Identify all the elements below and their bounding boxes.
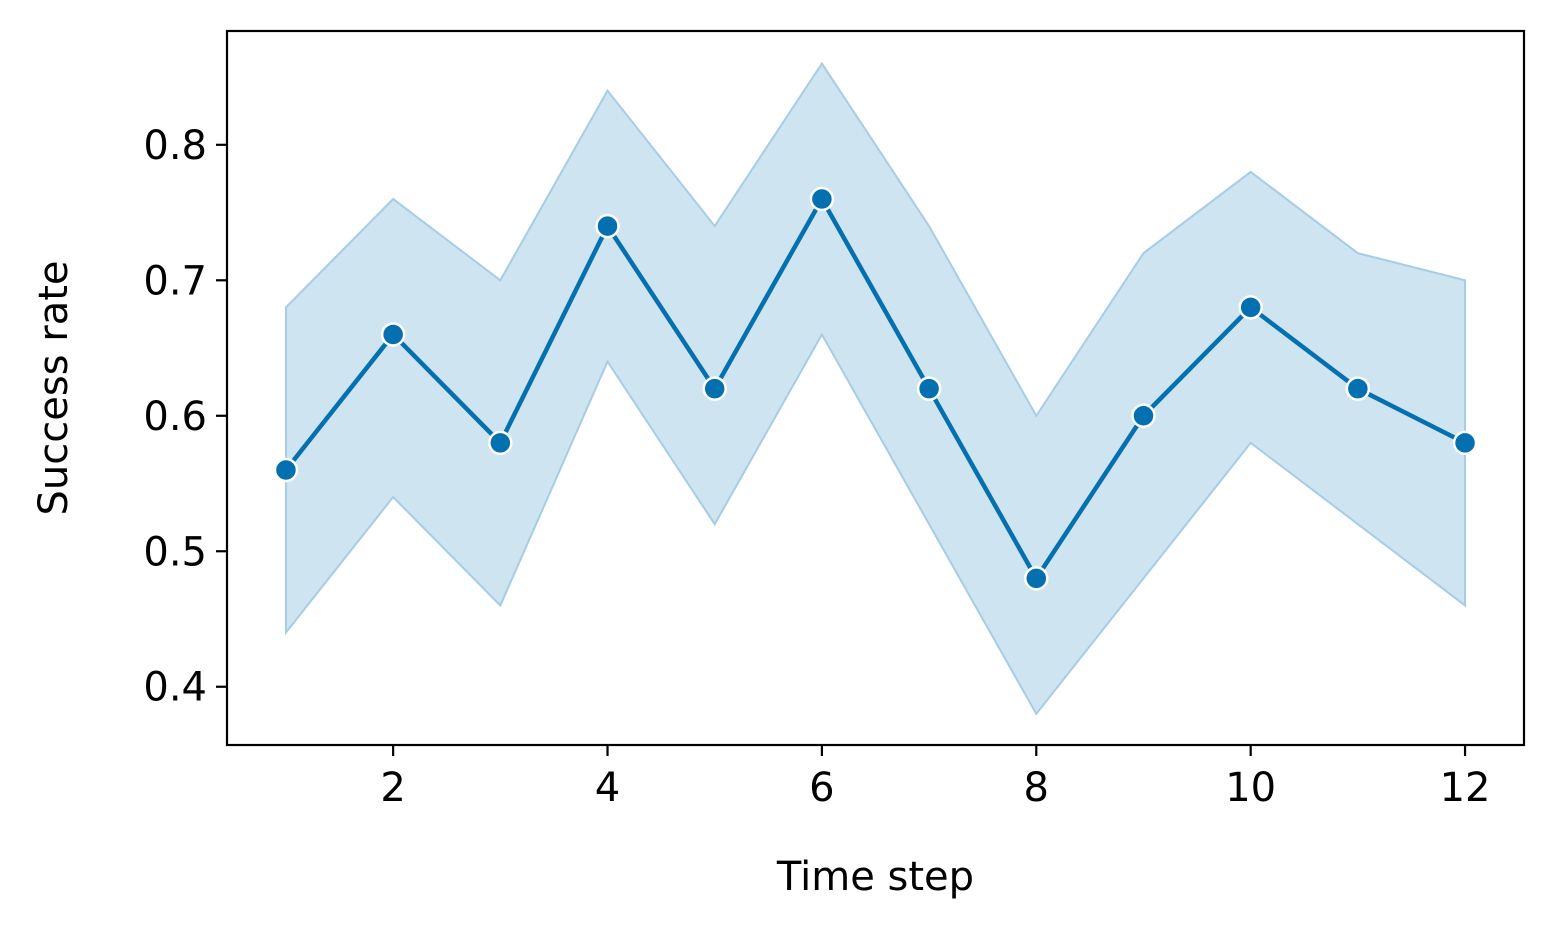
x-axis-label: Time step: [776, 854, 974, 900]
data-point: [702, 376, 727, 401]
y-axis: 0.4 0.5 0.6 0.7 0.8: [143, 123, 227, 711]
confidence-band: [284, 61, 1467, 716]
axes-frame: [225, 29, 1526, 747]
series-line: [284, 196, 1467, 581]
y-tick-label: 0.4: [143, 665, 207, 711]
y-tick-label: 0.7: [143, 258, 207, 304]
plot-area: [273, 61, 1478, 716]
y-axis-label: Success rate: [31, 261, 77, 516]
y-tick-label: 0.6: [143, 394, 207, 440]
data-point: [595, 213, 620, 239]
x-tick-label: 12: [1440, 765, 1491, 811]
x-tick-label: 6: [809, 765, 834, 811]
data-point: [488, 430, 513, 456]
data-point: [916, 376, 942, 401]
data-point: [1452, 430, 1478, 456]
x-axis: 2 4 6 8 10 12: [380, 745, 1490, 811]
x-tick-label: 4: [595, 765, 620, 811]
x-tick-label: 2: [380, 765, 405, 811]
data-point: [809, 186, 835, 212]
y-tick-label: 0.5: [143, 529, 207, 575]
y-tick-label: 0.8: [143, 123, 207, 169]
data-point: [1345, 376, 1371, 401]
data-point: [380, 322, 406, 347]
data-point: [1238, 295, 1263, 320]
data-point: [273, 457, 299, 483]
data-point: [1024, 566, 1049, 591]
x-tick-label: 8: [1024, 765, 1049, 811]
x-tick-label: 10: [1225, 765, 1276, 811]
data-point: [1131, 403, 1156, 429]
